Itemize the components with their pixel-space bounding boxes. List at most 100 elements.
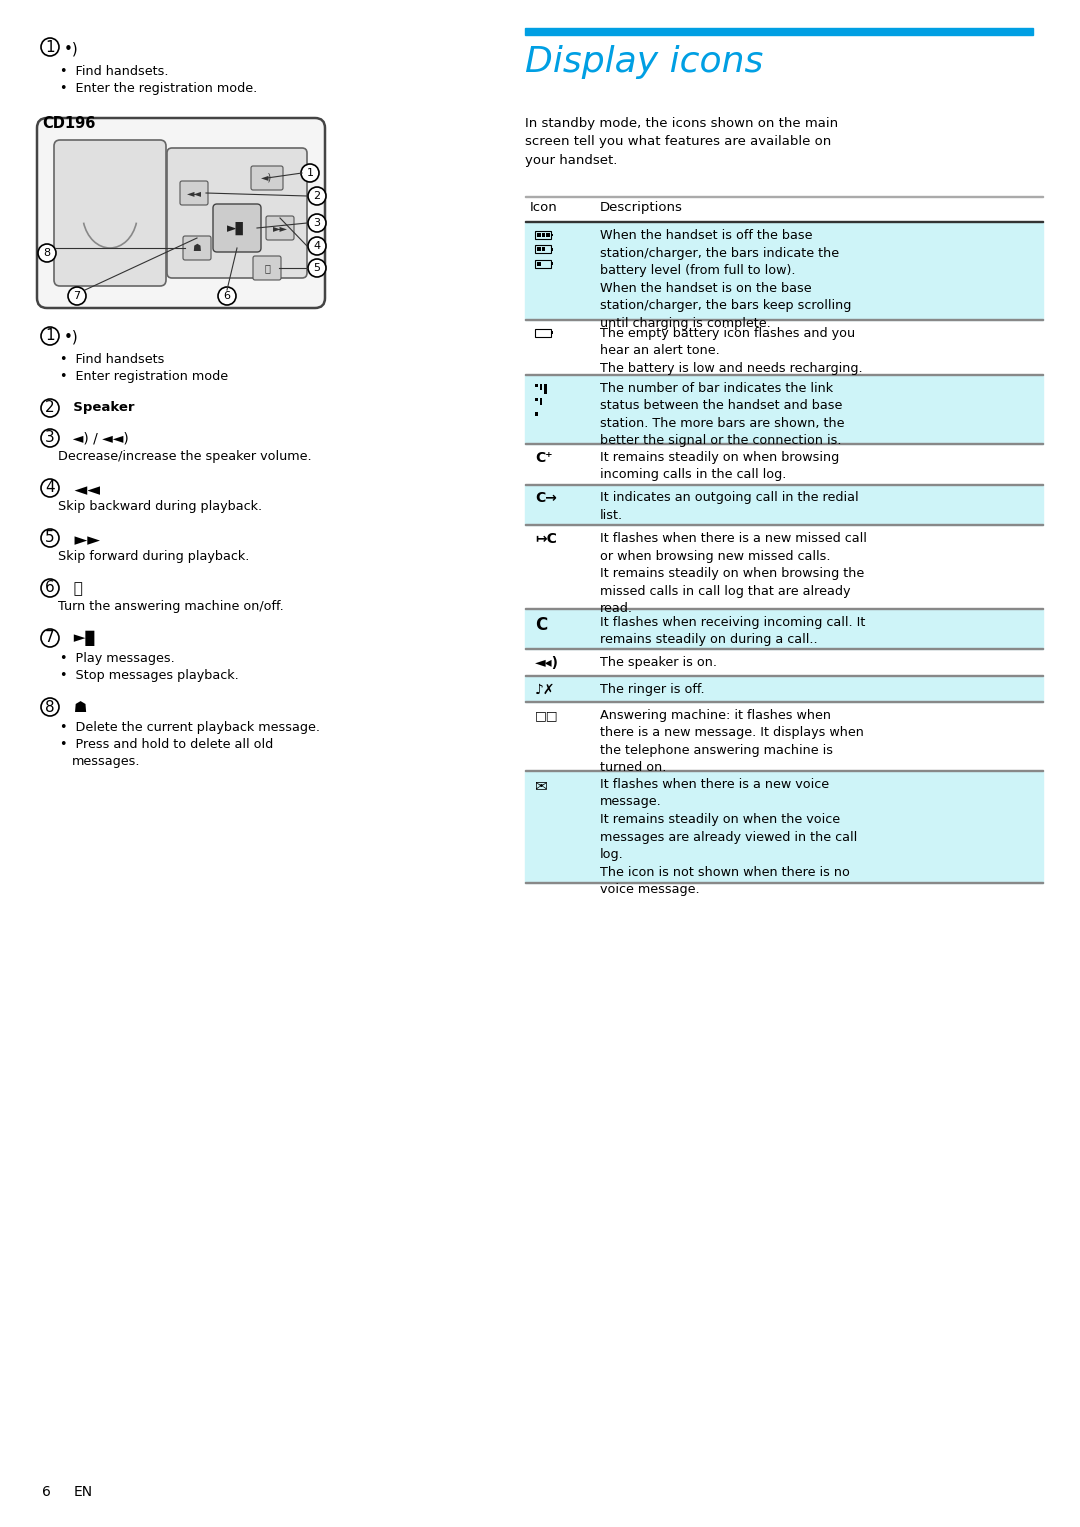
Bar: [535, 231, 551, 240]
Text: It flashes when there is a new missed call
or when browsing new missed calls.
It: It flashes when there is a new missed ca…: [600, 531, 867, 615]
Circle shape: [68, 287, 86, 305]
Text: The number of bar indicates the link
status between the handset and base
station: The number of bar indicates the link sta…: [600, 382, 845, 447]
Text: ◄) / ◄◄): ◄) / ◄◄): [64, 431, 129, 444]
Text: 1: 1: [45, 40, 55, 55]
Circle shape: [218, 287, 237, 305]
Circle shape: [308, 237, 326, 255]
Text: It remains steadily on when browsing
incoming calls in the call log.: It remains steadily on when browsing inc…: [600, 450, 839, 481]
Bar: [537, 261, 541, 266]
Bar: [541, 234, 545, 237]
Bar: [551, 247, 553, 250]
Bar: [540, 383, 542, 391]
Circle shape: [41, 429, 59, 447]
FancyBboxPatch shape: [213, 205, 261, 252]
Text: Icon: Icon: [530, 202, 557, 214]
Bar: [537, 247, 541, 252]
Bar: [535, 412, 538, 415]
Bar: [525, 484, 1043, 525]
Bar: [535, 383, 538, 386]
Text: ►►: ►►: [64, 531, 100, 550]
Circle shape: [308, 186, 326, 205]
Text: •  Find handsets: • Find handsets: [60, 353, 164, 366]
Text: It flashes when there is a new voice
message.
It remains steadily on when the vo: It flashes when there is a new voice mes…: [600, 777, 858, 896]
FancyBboxPatch shape: [266, 215, 294, 240]
FancyBboxPatch shape: [183, 237, 211, 260]
Bar: [535, 246, 551, 253]
Text: 4: 4: [313, 241, 321, 250]
Text: 1: 1: [307, 168, 313, 179]
Text: ☗: ☗: [64, 699, 87, 715]
Circle shape: [301, 163, 319, 182]
Text: •  Enter registration mode: • Enter registration mode: [60, 370, 228, 383]
Text: 8: 8: [45, 699, 55, 715]
Text: ◄◂): ◄◂): [535, 657, 559, 670]
Text: •  Play messages.: • Play messages.: [60, 652, 175, 664]
Text: •  Press and hold to delete all old: • Press and hold to delete all old: [60, 738, 273, 751]
Circle shape: [41, 629, 59, 647]
Text: It flashes when receiving incoming call. It
remains steadily on during a call..: It flashes when receiving incoming call.…: [600, 615, 865, 646]
Text: 6: 6: [224, 292, 230, 301]
Bar: [535, 328, 551, 337]
Circle shape: [41, 528, 59, 547]
Circle shape: [41, 399, 59, 417]
FancyBboxPatch shape: [180, 182, 208, 205]
FancyBboxPatch shape: [251, 166, 283, 189]
Text: •  Enter the registration mode.: • Enter the registration mode.: [60, 82, 257, 95]
Text: 7: 7: [73, 292, 81, 301]
Bar: [551, 263, 553, 266]
Bar: [546, 234, 550, 237]
Text: ►▊: ►▊: [228, 221, 246, 235]
Text: •  Delete the current playback message.: • Delete the current playback message.: [60, 721, 320, 734]
Bar: [535, 399, 538, 402]
Text: When the handset is off the base
station/charger, the bars indicate the
battery : When the handset is off the base station…: [600, 229, 851, 330]
Text: •): •): [64, 41, 79, 56]
Text: EN: EN: [75, 1484, 93, 1500]
Bar: [540, 399, 542, 405]
Text: •): •): [64, 330, 79, 345]
Text: ♪✗: ♪✗: [535, 683, 555, 696]
Circle shape: [41, 698, 59, 716]
Bar: [525, 609, 1043, 649]
Text: C: C: [535, 615, 548, 634]
Circle shape: [41, 38, 59, 56]
Text: messages.: messages.: [72, 754, 140, 768]
Bar: [525, 374, 1043, 444]
Text: 6: 6: [45, 580, 55, 596]
Text: 2: 2: [45, 400, 55, 415]
Circle shape: [41, 479, 59, 496]
Text: ►►: ►►: [272, 223, 287, 234]
Text: The ringer is off.: The ringer is off.: [600, 683, 704, 695]
Text: C→: C→: [535, 492, 557, 505]
Text: 8: 8: [43, 247, 51, 258]
FancyBboxPatch shape: [54, 140, 166, 286]
Text: The speaker is on.: The speaker is on.: [600, 657, 717, 669]
Text: Descriptions: Descriptions: [600, 202, 683, 214]
Bar: [551, 331, 553, 334]
Text: •  Stop messages playback.: • Stop messages playback.: [60, 669, 239, 683]
Bar: [525, 675, 1043, 702]
Text: ⏻: ⏻: [64, 580, 83, 596]
Text: •  Find handsets.: • Find handsets.: [60, 66, 168, 78]
Text: ☗: ☗: [192, 243, 201, 253]
Text: ►▊: ►▊: [64, 631, 97, 646]
Text: Display icons: Display icons: [525, 44, 764, 79]
Circle shape: [38, 244, 56, 263]
Text: 5: 5: [313, 263, 321, 273]
Text: Turn the answering machine on/off.: Turn the answering machine on/off.: [58, 600, 284, 612]
Text: Skip forward during playback.: Skip forward during playback.: [58, 550, 249, 563]
Text: 3: 3: [45, 431, 55, 446]
Text: In standby mode, the icons shown on the main
screen tell you what features are a: In standby mode, the icons shown on the …: [525, 118, 838, 166]
Bar: [525, 771, 1043, 883]
Circle shape: [308, 214, 326, 232]
Circle shape: [41, 327, 59, 345]
Text: 6: 6: [42, 1484, 51, 1500]
FancyBboxPatch shape: [167, 148, 307, 278]
Text: ✉: ✉: [535, 777, 548, 793]
Text: 1: 1: [45, 328, 55, 344]
Text: ◄◄: ◄◄: [64, 481, 100, 499]
Text: Decrease/increase the speaker volume.: Decrease/increase the speaker volume.: [58, 450, 312, 463]
Text: Skip backward during playback.: Skip backward during playback.: [58, 499, 262, 513]
Text: ⏻: ⏻: [265, 263, 270, 273]
Bar: [525, 27, 1032, 35]
Text: Speaker: Speaker: [64, 402, 135, 414]
